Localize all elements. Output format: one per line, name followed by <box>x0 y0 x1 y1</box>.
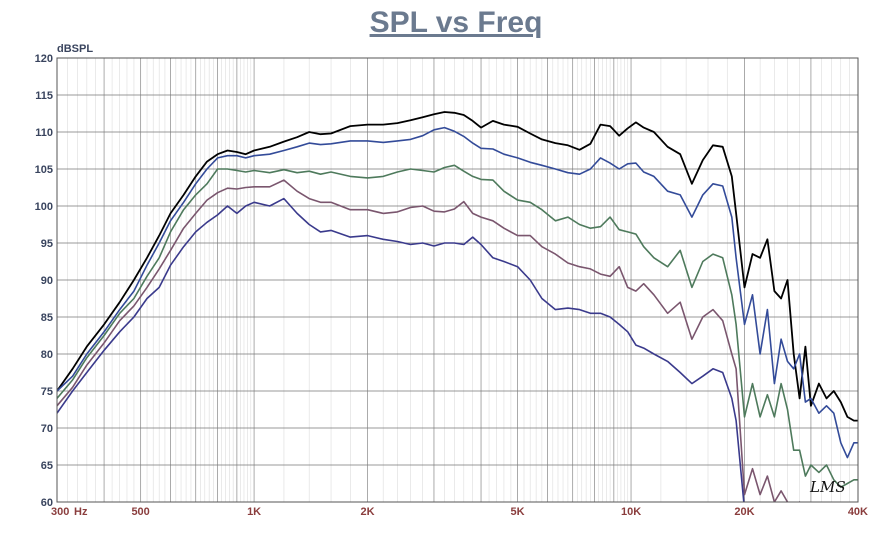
y-tick-label: 85 <box>41 312 53 324</box>
y-tick-label: 60 <box>41 497 53 509</box>
series-layer <box>57 111 858 502</box>
x-tick-label: 40K <box>848 506 868 518</box>
signature-mark: LMS <box>809 478 846 496</box>
grid-major <box>57 57 858 503</box>
y-tick-label: 100 <box>35 201 53 213</box>
y-tick-label: 90 <box>41 275 53 287</box>
y-tick-label: 80 <box>41 349 53 361</box>
y-tick-label: 75 <box>41 386 53 398</box>
y-tick-label: 95 <box>41 238 53 250</box>
y-tick-label: 115 <box>35 90 53 102</box>
x-tick-label: 2K <box>361 506 375 518</box>
chart-title: SPL vs Freq <box>369 6 543 39</box>
x-tick-label: 1K <box>247 506 261 518</box>
x-axis-unit-label: Hz <box>74 506 88 518</box>
x-tick-label: 5K <box>511 506 525 518</box>
plot-frame <box>56 57 859 503</box>
y-tick-label: 65 <box>41 460 53 472</box>
series-line-2 <box>57 126 858 459</box>
y-axis: 60 65 70 75 80 85 90 95 100 105 110 115 120 <box>35 53 53 509</box>
x-tick-label: 300 <box>51 506 69 518</box>
y-tick-label: 110 <box>35 127 53 139</box>
x-axis: 300 500 1K 2K 5K 10K 20K 40K <box>51 506 868 518</box>
y-tick-label: 105 <box>35 164 53 176</box>
series-line-1 <box>57 111 858 422</box>
y-tick-label: 120 <box>35 53 53 65</box>
series-line-3 <box>57 164 858 489</box>
series-line-4 <box>57 179 801 502</box>
y-tick-label: 70 <box>41 423 53 435</box>
x-tick-label: 500 <box>131 506 149 518</box>
x-tick-label: 20K <box>734 506 754 518</box>
x-tick-label: 10K <box>621 506 641 518</box>
y-axis-label: dBSPL <box>57 43 93 55</box>
series-line-5 <box>57 197 745 502</box>
